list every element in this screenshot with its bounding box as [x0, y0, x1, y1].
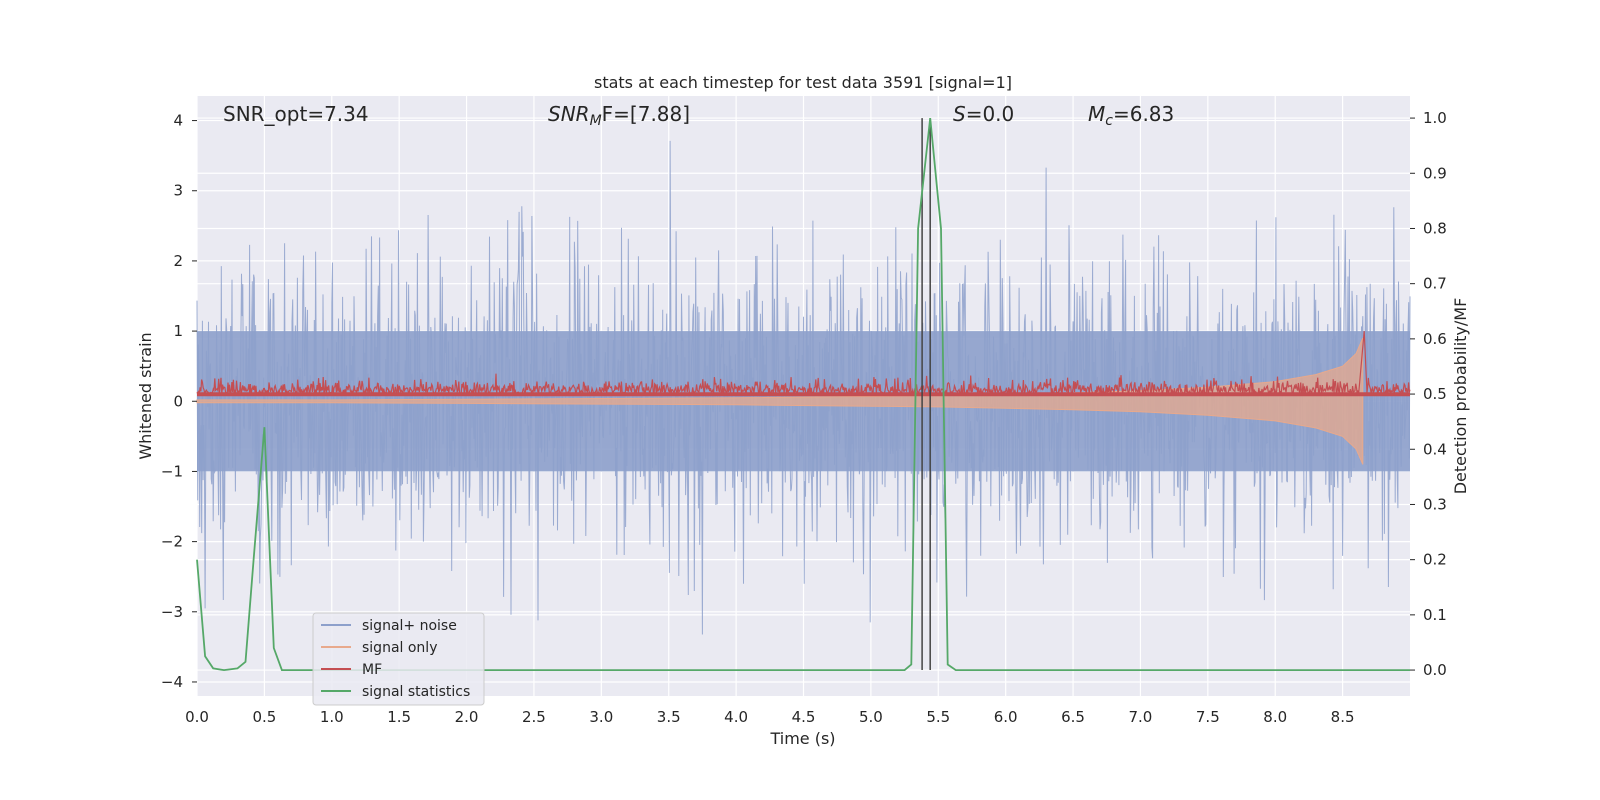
x-tick-label: 7.5: [1196, 708, 1220, 726]
x-tick-label: 1.0: [320, 708, 344, 726]
x-tick-label: 3.5: [657, 708, 681, 726]
mf-series: [196, 331, 1411, 397]
signal-statistics-line: [196, 118, 1410, 672]
y-tick-label-right: 0.4: [1423, 440, 1447, 458]
y-tick-label-right: 0.1: [1423, 606, 1447, 624]
y-ticks-left: 4 3 2 1 0 −1 −2 −3 −4: [161, 112, 197, 691]
annotation-mc: Mc=6.83: [1088, 102, 1174, 129]
y-tick-label-right: 0.6: [1423, 330, 1447, 348]
x-tick-label: 0.0: [185, 708, 209, 726]
annotation-snr-opt: SNR_opt=7.34: [223, 102, 369, 126]
x-tick-label: 0.5: [252, 708, 276, 726]
y-tick-label-left: 1: [173, 322, 183, 340]
legend-label-mf: MF: [362, 662, 382, 678]
x-tick-label: 3.0: [589, 708, 613, 726]
x-tick-label: 8.5: [1331, 708, 1355, 726]
legend: signal+ noise signal only MF signal stat…: [312, 612, 485, 706]
y-tick-label-right: 0.7: [1423, 275, 1447, 293]
x-ticks: 0.0 0.5 1.0 1.5 2.0 2.5 3.0 3.5 4.0 4.5 5.0 5.5 6.0 6…: [185, 708, 1354, 726]
legend-label-signal-only: signal only: [362, 640, 437, 656]
y-tick-label-right: 1.0: [1423, 109, 1447, 127]
legend-box: [312, 612, 485, 706]
chart-title: stats at each timestep for test data 359…: [594, 73, 1012, 92]
y-tick-label-right: 0.2: [1423, 551, 1447, 569]
signal-statistics-series: [196, 118, 1410, 672]
y-axis-label-right: Detection probability/MF: [1451, 298, 1470, 495]
annotation-s: S=0.0: [953, 102, 1014, 126]
y-tick-label-right: 0.0: [1423, 661, 1447, 679]
x-tick-label: 6.0: [994, 708, 1018, 726]
y-tick-label-left: 2: [173, 252, 183, 270]
x-tick-label: 5.0: [859, 708, 883, 726]
y-tick-label-left: 0: [173, 392, 183, 410]
legend-label-signal-statistics: signal statistics: [362, 684, 470, 700]
x-tick-label: 7.0: [1129, 708, 1153, 726]
y-tick-label-left: 4: [173, 112, 183, 130]
x-tick-label: 2.0: [455, 708, 479, 726]
y-tick-label-right: 0.3: [1423, 495, 1447, 513]
vertical-markers: [921, 118, 931, 671]
y-tick-label-left: −1: [161, 462, 183, 480]
x-tick-label: 8.0: [1263, 708, 1287, 726]
y-tick-label-left: −3: [161, 603, 183, 621]
annotation-snr-mf: SNRMF=[7.88]: [548, 102, 690, 129]
x-tick-label: 5.5: [926, 708, 950, 726]
x-axis-label: Time (s): [769, 729, 835, 748]
y-tick-label-left: −2: [161, 533, 183, 551]
y-tick-label-left: −4: [161, 673, 183, 691]
x-tick-label: 6.5: [1061, 708, 1085, 726]
y-tick-label-right: 0.5: [1423, 385, 1447, 403]
legend-label-signal-noise: signal+ noise: [362, 618, 457, 634]
x-tick-label: 4.5: [792, 708, 816, 726]
x-tick-label: 1.5: [387, 708, 411, 726]
x-tick-label: 2.5: [522, 708, 546, 726]
x-tick-label: 4.0: [724, 708, 748, 726]
y-axis-label-left: Whitened strain: [136, 332, 155, 459]
y-tick-label-right: 0.8: [1423, 219, 1447, 237]
y-ticks-right: 1.0 0.9 0.8 0.7 0.6 0.5 0.4 0.3 0.2 0.1 0.0: [1410, 109, 1447, 679]
y-tick-label-left: 3: [173, 182, 183, 200]
y-tick-label-right: 0.9: [1423, 164, 1447, 182]
